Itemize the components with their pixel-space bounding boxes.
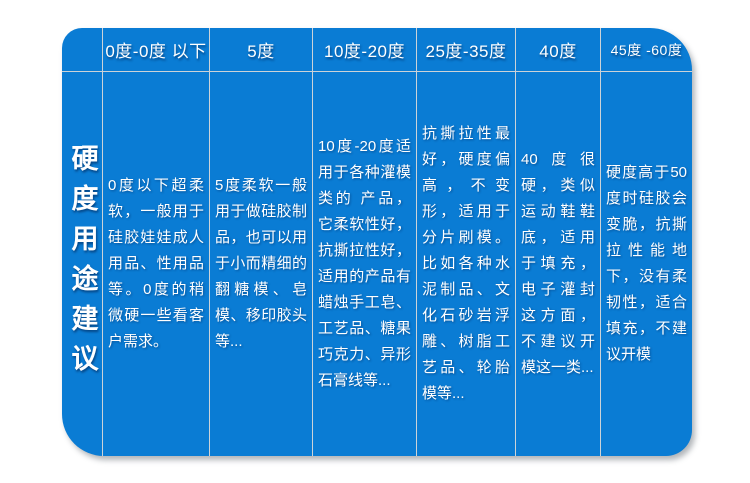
body-text-25-35deg: 抗撕拉性最好，硬度偏高，不变形，适用于分片刷模。比如各种水泥制品、文化石砂岩浮雕… — [422, 125, 510, 402]
header-cell-0deg: 0度-0度 以下 — [103, 28, 210, 72]
row-label-text: 硬度用途建议 — [67, 144, 98, 384]
row-label-cell: 硬度用途建议 — [62, 72, 103, 456]
body-cell-5deg: 5度柔软一般用于做硅胶制品，也可以用于小而精细的翻糖模、皂模、移印胶头等... — [210, 72, 313, 456]
header-cell-45-60deg: 45度 -60度 — [601, 28, 692, 72]
body-cell-25-35deg: 抗撕拉性最好，硬度偏高，不变形，适用于分片刷模。比如各种水泥制品、文化石砂岩浮雕… — [417, 72, 516, 456]
body-cell-10-20deg: 10度-20度适用于各种灌模类的 产品，它柔软性好，抗撕拉性好，适用的产品有蜡烛… — [313, 72, 417, 456]
body-cell-40deg: 40度很 硬，类似运动鞋鞋底，适用于填充，电子灌封这方面，不建议开模这一类... — [516, 72, 601, 456]
header-cell-5deg: 5度 — [210, 28, 313, 72]
hardness-usage-table: 0度-0度 以下 5度 10度-20度 25度-35度 40度 45度 -60度… — [62, 28, 692, 456]
header-cell-40deg: 40度 — [516, 28, 601, 72]
header-cell-25-35deg: 25度-35度 — [417, 28, 516, 72]
body-text-0deg: 0度以下超柔软，一般用于硅胶娃娃成人用品、性用品等。0度的稍微硬一些看客户需求。 — [108, 177, 204, 350]
body-text-10-20deg: 10度-20度适用于各种灌模类的 产品，它柔软性好，抗撕拉性好，适用的产品有蜡烛… — [318, 138, 411, 389]
header-cell-10-20deg: 10度-20度 — [313, 28, 417, 72]
header-corner-cell — [62, 28, 103, 72]
body-cell-45-60deg: 硬度高于50度时硅胶会变脆，抗撕拉性能地下，没有柔韧性，适合填充，不建议开模 — [601, 72, 692, 456]
body-cell-0deg: 0度以下超柔软，一般用于硅胶娃娃成人用品、性用品等。0度的稍微硬一些看客户需求。 — [103, 72, 210, 456]
body-text-40deg: 40度很 硬，类似运动鞋鞋底，适用于填充，电子灌封这方面，不建议开模这一类... — [521, 151, 595, 376]
body-text-5deg: 5度柔软一般用于做硅胶制品，也可以用于小而精细的翻糖模、皂模、移印胶头等... — [215, 177, 307, 350]
body-text-45-60deg: 硬度高于50度时硅胶会变脆，抗撕拉性能地下，没有柔韧性，适合填充，不建议开模 — [606, 164, 687, 363]
